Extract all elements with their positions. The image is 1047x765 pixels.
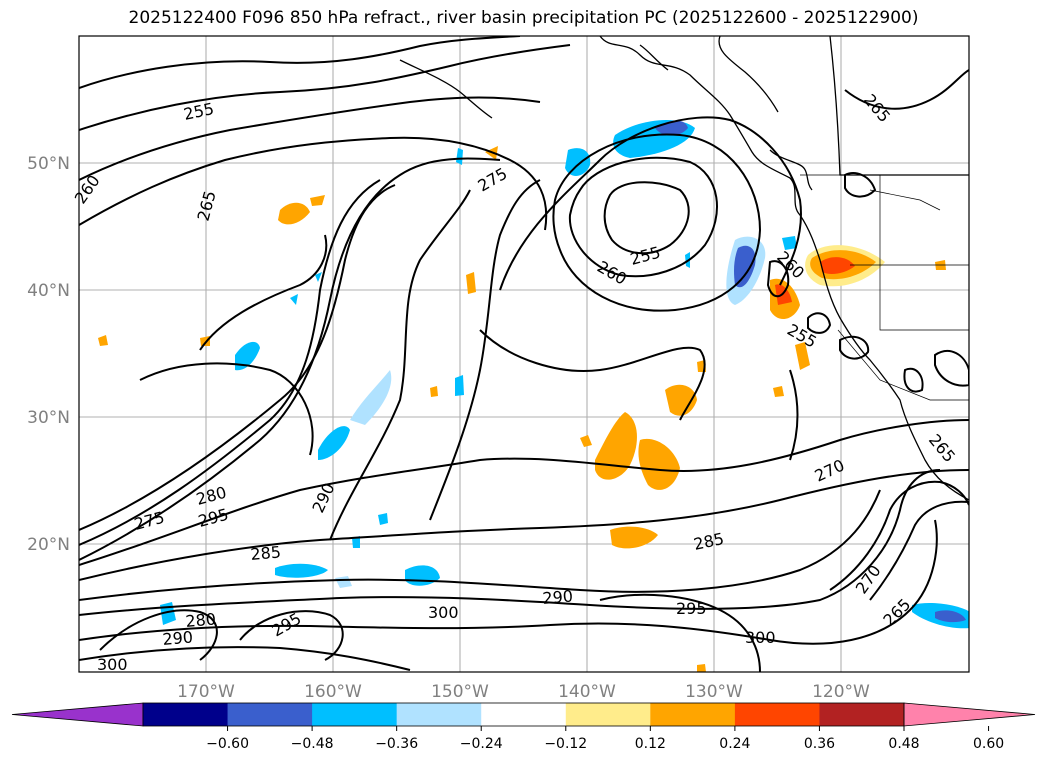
colorbar-tick-label: 0.60 (973, 736, 1004, 752)
lon-label: 140°W (558, 682, 616, 702)
contour-label: 300 (428, 603, 459, 622)
latitude-labels: 50°N 40°N 30°N 20°N (27, 154, 70, 555)
longitude-labels: 170°W 160°W 150°W 140°W 130°W 120°W (177, 682, 870, 702)
contour-label: 300 (97, 655, 128, 674)
contour-label: 290 (542, 586, 574, 608)
colorbar-segment (565, 703, 651, 726)
lat-label: 20°N (27, 535, 70, 555)
contour-label: 285 (250, 542, 282, 564)
colorbar-extension-low (11, 702, 144, 727)
lon-label: 120°W (812, 682, 870, 702)
map-title: 2025122400 F096 850 hPa refract., river … (128, 8, 919, 28)
colorbar-tick-label: 0.24 (719, 736, 750, 752)
lon-label: 170°W (177, 682, 235, 702)
colorbar-extension-high (903, 702, 1036, 727)
colorbar-tick-label: −0.60 (206, 736, 249, 752)
colorbar-tick-label: −0.48 (291, 736, 334, 752)
gridlines (79, 36, 969, 672)
contour-label: 295 (676, 599, 707, 618)
map-frame (78, 35, 970, 673)
colorbar-segment (481, 703, 567, 726)
colorbar-segment (227, 703, 313, 726)
colorbar-tick-label: −0.36 (375, 736, 418, 752)
colorbar-frame (142, 702, 905, 727)
contour-label: 300 (745, 628, 776, 647)
colorbar: −0.60 −0.48 −0.36 −0.24 −0.12 0.12 0.24 0.36 0.4… (11, 702, 1036, 752)
lat-label: 50°N (27, 154, 70, 174)
lat-label: 30°N (27, 408, 70, 428)
colorbar-segment (819, 703, 905, 726)
colorbar-tick-label: 0.48 (888, 736, 919, 752)
colorbar-segment (143, 703, 229, 726)
colorbar-tick-label: −0.24 (460, 736, 503, 752)
lon-label: 150°W (431, 682, 489, 702)
colorbar-tick-label: 0.12 (635, 736, 666, 752)
map-area (79, 36, 969, 672)
colorbar-segment (312, 703, 398, 726)
lon-label: 160°W (304, 682, 362, 702)
colorbar-tick-label: 0.36 (804, 736, 835, 752)
lat-label: 40°N (27, 281, 70, 301)
contour-label: 280 (185, 609, 217, 631)
colorbar-tick-label: −0.12 (544, 736, 587, 752)
refractivity-contours (79, 36, 969, 672)
colorbar-segment (396, 703, 482, 726)
colorbar-segment (734, 703, 820, 726)
contour-label: 290 (162, 627, 194, 649)
colorbar-segment (650, 703, 736, 726)
lon-label: 130°W (685, 682, 743, 702)
